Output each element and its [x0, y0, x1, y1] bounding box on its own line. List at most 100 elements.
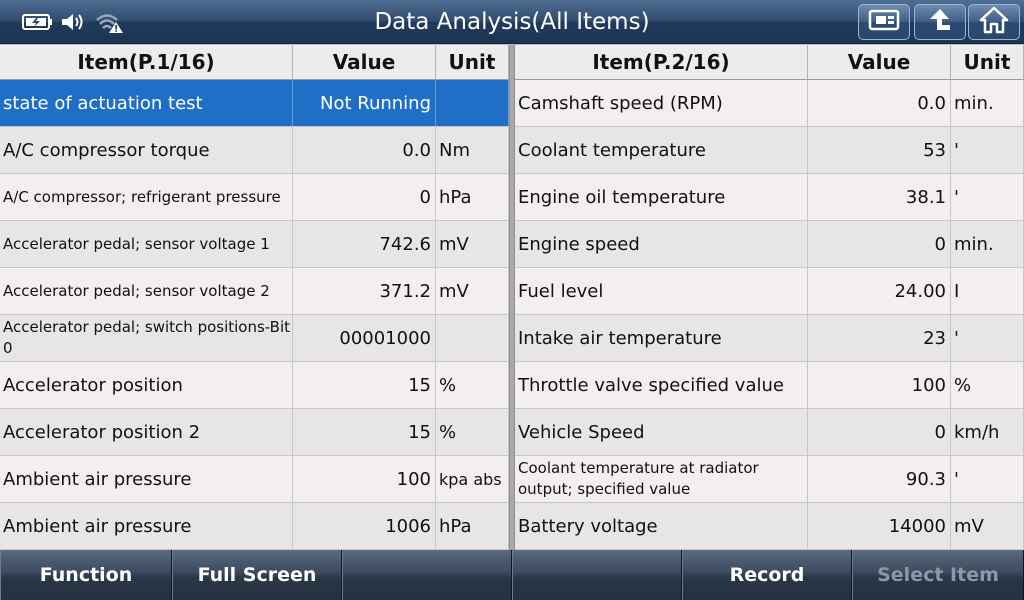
item-name: Accelerator pedal; sensor voltage 1	[0, 221, 293, 267]
item-unit: '	[951, 174, 1024, 220]
table-row[interactable]: Fuel level 24.00 I	[515, 268, 1024, 315]
table-row[interactable]: Throttle valve specified value 100 %	[515, 362, 1024, 409]
item-unit	[436, 315, 509, 361]
table-row[interactable]: Accelerator pedal; sensor voltage 1 742.…	[0, 221, 509, 268]
table-row[interactable]: Accelerator position 15 %	[0, 362, 509, 409]
item-name: Coolant temperature at radiator output; …	[515, 456, 808, 502]
item-unit: Nm	[436, 127, 509, 173]
item-value: 0	[808, 221, 951, 267]
table-divider	[509, 45, 515, 550]
item-value: 0	[293, 174, 436, 220]
home-button[interactable]	[968, 4, 1020, 40]
item-unit: hPa	[436, 503, 509, 549]
table-row[interactable]: Accelerator position 2 15 %	[0, 409, 509, 456]
item-name: Throttle valve specified value	[515, 362, 808, 408]
item-unit: '	[951, 127, 1024, 173]
item-value: 14000	[808, 503, 951, 549]
item-unit: mV	[436, 221, 509, 267]
item-value: 0.0	[293, 127, 436, 173]
function-button[interactable]: Function	[0, 550, 172, 600]
item-name: Vehicle Speed	[515, 409, 808, 455]
item-unit: min.	[951, 80, 1024, 126]
item-name: A/C compressor; refrigerant pressure	[0, 174, 293, 220]
home-icon	[979, 6, 1009, 38]
item-name: Accelerator position 2	[0, 409, 293, 455]
item-name: Accelerator position	[0, 362, 293, 408]
table-row[interactable]: Coolant temperature at radiator output; …	[515, 456, 1024, 503]
item-value: 00001000	[293, 315, 436, 361]
item-value: 1006	[293, 503, 436, 549]
item-unit: min.	[951, 221, 1024, 267]
empty-button-2[interactable]	[512, 550, 682, 600]
battery-icon	[22, 13, 54, 31]
item-value: Not Running	[293, 80, 436, 126]
item-unit: %	[436, 409, 509, 455]
table-row[interactable]: Accelerator pedal; switch positions-Bit …	[0, 315, 509, 362]
table-row[interactable]: Accelerator pedal; sensor voltage 2 371.…	[0, 268, 509, 315]
item-name: Ambient air pressure	[0, 503, 293, 549]
item-name: Coolant temperature	[515, 127, 808, 173]
item-value: 24.00	[808, 268, 951, 314]
table-row[interactable]: A/C compressor torque 0.0 Nm	[0, 127, 509, 174]
item-value: 53	[808, 127, 951, 173]
back-button[interactable]	[914, 4, 966, 40]
item-value: 0.0	[808, 80, 951, 126]
column-header-unit[interactable]: Unit	[436, 45, 509, 79]
item-value: 742.6	[293, 221, 436, 267]
column-header-item[interactable]: Item(P.1/16)	[0, 45, 293, 79]
table-row[interactable]: Intake air temperature 23 '	[515, 315, 1024, 362]
item-unit: kpa abs	[436, 456, 509, 502]
column-header-item[interactable]: Item(P.2/16)	[515, 45, 808, 79]
back-arrow-icon	[925, 6, 955, 38]
item-value: 38.1	[808, 174, 951, 220]
item-value: 90.3	[808, 456, 951, 502]
item-name: Camshaft speed (RPM)	[515, 80, 808, 126]
item-unit: hPa	[436, 174, 509, 220]
wifi-warning-icon	[94, 10, 124, 34]
table-header: Item(P.2/16) Value Unit	[515, 45, 1024, 80]
item-unit: mV	[436, 268, 509, 314]
title-bar: Data Analysis(All Items)	[0, 0, 1024, 44]
column-header-unit[interactable]: Unit	[951, 45, 1024, 79]
item-name: state of actuation test	[0, 80, 293, 126]
column-header-value[interactable]: Value	[293, 45, 436, 79]
table-row[interactable]: state of actuation test Not Running	[0, 80, 509, 127]
table-row[interactable]: Battery voltage 14000 mV	[515, 503, 1024, 550]
item-unit: km/h	[951, 409, 1024, 455]
table-row[interactable]: Coolant temperature 53 '	[515, 127, 1024, 174]
full-screen-button[interactable]: Full Screen	[172, 550, 342, 600]
item-name: Engine oil temperature	[515, 174, 808, 220]
data-table-page-2: Item(P.2/16) Value Unit Camshaft speed (…	[515, 45, 1024, 550]
item-name: Engine speed	[515, 221, 808, 267]
item-unit: %	[951, 362, 1024, 408]
snapshot-button[interactable]	[858, 4, 910, 40]
bottom-toolbar: Function Full Screen Record Select Item	[0, 550, 1024, 600]
data-table-page-1: Item(P.1/16) Value Unit state of actuati…	[0, 45, 509, 550]
table-row[interactable]: Camshaft speed (RPM) 0.0 min.	[515, 80, 1024, 127]
table-row[interactable]: A/C compressor; refrigerant pressure 0 h…	[0, 174, 509, 221]
table-header: Item(P.1/16) Value Unit	[0, 45, 509, 80]
record-button[interactable]: Record	[682, 550, 852, 600]
item-unit: %	[436, 362, 509, 408]
item-value: 100	[808, 362, 951, 408]
item-name: Fuel level	[515, 268, 808, 314]
item-unit: '	[951, 315, 1024, 361]
table-row[interactable]: Engine oil temperature 38.1 '	[515, 174, 1024, 221]
item-unit: mV	[951, 503, 1024, 549]
select-item-button[interactable]: Select Item	[852, 550, 1024, 600]
item-unit: I	[951, 268, 1024, 314]
item-value: 100	[293, 456, 436, 502]
item-value: 23	[808, 315, 951, 361]
table-row[interactable]: Ambient air pressure 1006 hPa	[0, 503, 509, 550]
speaker-icon	[60, 11, 88, 33]
item-unit	[436, 80, 509, 126]
item-value: 0	[808, 409, 951, 455]
item-value: 15	[293, 362, 436, 408]
column-header-value[interactable]: Value	[808, 45, 951, 79]
table-row[interactable]: Ambient air pressure 100 kpa abs	[0, 456, 509, 503]
table-row[interactable]: Vehicle Speed 0 km/h	[515, 409, 1024, 456]
table-row[interactable]: Engine speed 0 min.	[515, 221, 1024, 268]
item-name: Intake air temperature	[515, 315, 808, 361]
item-name: Accelerator pedal; switch positions-Bit …	[0, 315, 293, 361]
empty-button-1[interactable]	[342, 550, 512, 600]
